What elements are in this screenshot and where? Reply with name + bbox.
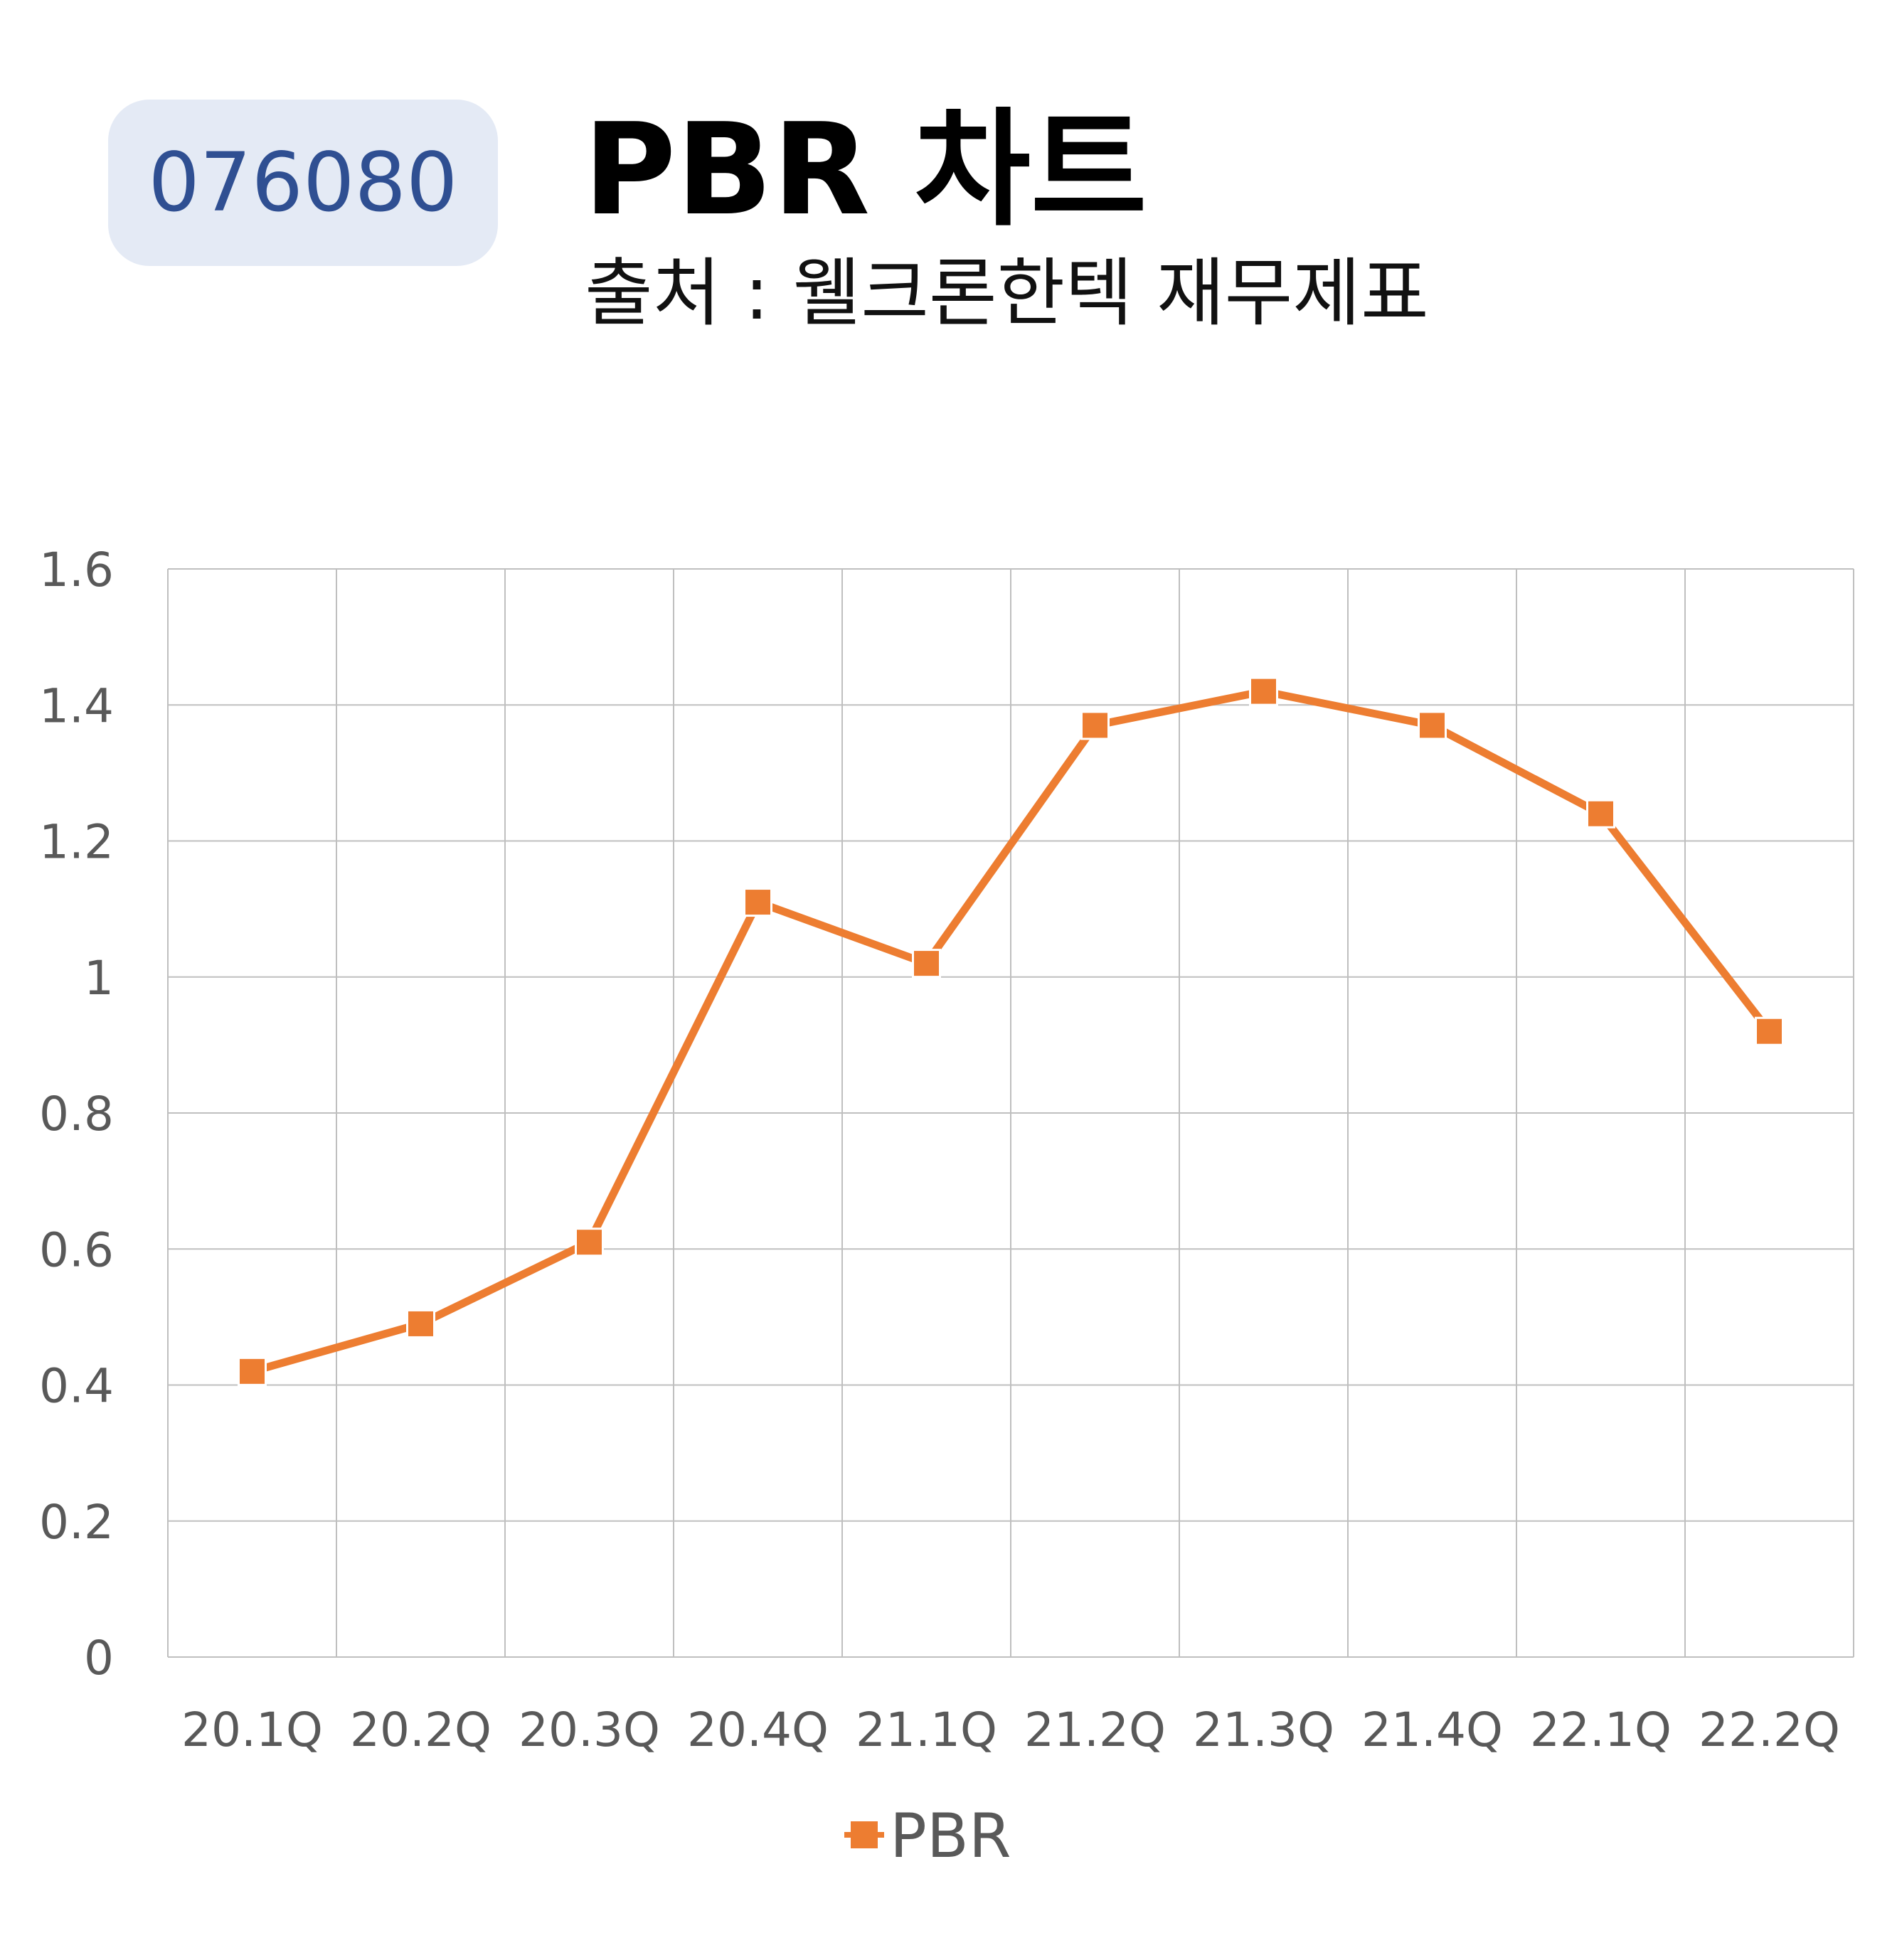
data-point-marker — [1418, 710, 1447, 740]
data-point-marker — [1755, 1016, 1784, 1046]
series-pbr — [238, 676, 1784, 1386]
legend-label: PBR — [890, 1801, 1011, 1872]
x-tick-label: 22.1Q — [1530, 1703, 1672, 1757]
y-tick-label: 0.4 — [39, 1359, 114, 1414]
y-axis-ticks: 0 0.2 0.4 0.6 0.8 1 1.2 1.4 1.6 — [39, 543, 114, 1685]
series-line — [248, 687, 1773, 1375]
y-tick-label: 1.4 — [39, 678, 114, 733]
y-tick-label: 0.6 — [39, 1223, 114, 1277]
x-tick-label: 20.2Q — [350, 1703, 491, 1757]
data-point-marker — [743, 888, 772, 917]
grid-lines — [167, 568, 1854, 1658]
y-tick-label: 0 — [84, 1631, 114, 1685]
chart-title: PBR 차트 — [583, 96, 1147, 243]
stock-code: 076080 — [148, 135, 458, 230]
x-axis-ticks: 20.1Q 20.2Q 20.3Q 20.4Q 21.1Q 21.2Q 21.3Q 21.4Q… — [181, 1703, 1840, 1757]
x-tick-label: 20.1Q — [181, 1703, 323, 1757]
chart-subtitle: 출처 : 웰크론한텍 재무제표 — [585, 250, 1429, 336]
y-tick-label: 1.2 — [39, 815, 114, 870]
data-point-marker — [1080, 710, 1110, 740]
y-tick-label: 0.8 — [39, 1087, 114, 1141]
y-tick-label: 0.2 — [39, 1495, 114, 1550]
data-point-marker — [406, 1309, 435, 1338]
y-tick-label: 1.6 — [39, 543, 114, 597]
legend-swatch-marker — [851, 1821, 878, 1848]
y-tick-label: 1 — [84, 951, 114, 1006]
x-tick-label: 21.1Q — [856, 1703, 997, 1757]
x-tick-label: 21.2Q — [1024, 1703, 1166, 1757]
x-tick-label: 22.2Q — [1699, 1703, 1840, 1757]
x-tick-label: 20.4Q — [687, 1703, 829, 1757]
data-point-marker — [1249, 676, 1278, 706]
x-tick-label: 21.4Q — [1361, 1703, 1503, 1757]
data-point-marker — [912, 949, 941, 979]
data-point-marker — [238, 1356, 267, 1386]
legend: PBR — [844, 1801, 1011, 1872]
x-tick-label: 20.3Q — [519, 1703, 660, 1757]
data-point-marker — [1586, 799, 1615, 829]
x-tick-label: 21.3Q — [1193, 1703, 1334, 1757]
stock-code-badge: 076080 — [108, 100, 498, 266]
data-point-marker — [575, 1227, 604, 1257]
